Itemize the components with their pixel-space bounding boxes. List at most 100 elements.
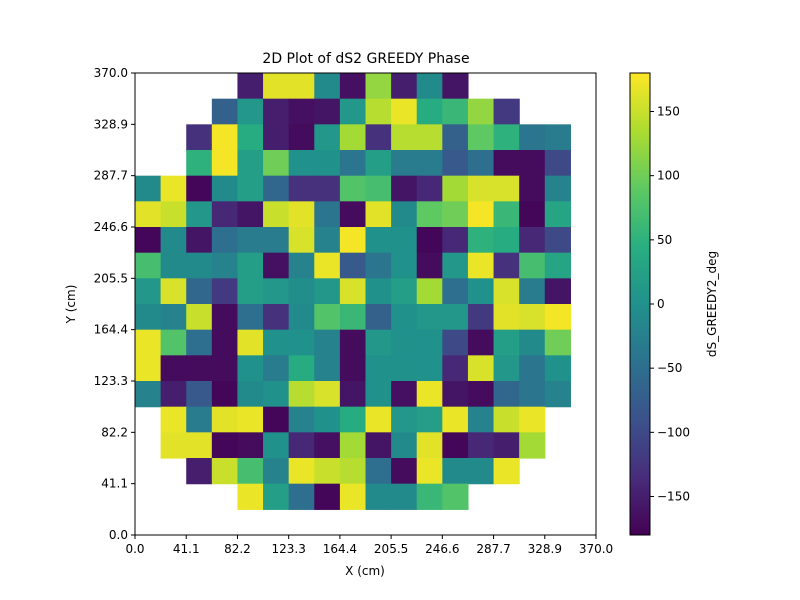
heatmap-cell bbox=[493, 329, 520, 356]
heatmap-cell bbox=[467, 355, 495, 382]
heatmap-cell bbox=[237, 278, 264, 305]
heatmap-cell bbox=[442, 329, 469, 356]
heatmap-cell bbox=[211, 278, 239, 305]
heatmap-cell bbox=[211, 175, 239, 202]
heatmap-cell bbox=[365, 150, 392, 177]
heatmap-cell bbox=[263, 458, 290, 485]
heatmap-cell bbox=[339, 175, 367, 202]
heatmap-cell bbox=[339, 483, 367, 510]
x-tick-label: 246.6 bbox=[425, 542, 459, 556]
heatmap-cell bbox=[544, 124, 571, 151]
colorbar bbox=[629, 72, 651, 536]
heatmap-cell bbox=[442, 73, 469, 100]
heatmap-cell bbox=[314, 73, 341, 100]
x-tick-label: 328.9 bbox=[528, 542, 562, 556]
heatmap-cell bbox=[314, 150, 341, 177]
heatmap-cell bbox=[442, 304, 469, 331]
heatmap-cell bbox=[391, 98, 418, 125]
heatmap-cell bbox=[391, 201, 418, 228]
heatmap-cell bbox=[314, 124, 341, 151]
heatmap-cell bbox=[339, 355, 367, 382]
colorbar-tick-label: 100 bbox=[657, 169, 680, 183]
y-axis-ticks: 0.0 41.1 82.2 123.3 164.4 205.5 246.6 287.7 328.… bbox=[94, 66, 135, 542]
heatmap-cell bbox=[288, 381, 315, 408]
heatmap-cell bbox=[263, 355, 290, 382]
heatmap-cell bbox=[237, 227, 264, 254]
heatmap-cell bbox=[211, 432, 239, 459]
heatmap-cell bbox=[160, 329, 187, 356]
heatmap-cell bbox=[493, 124, 520, 151]
heatmap-cell bbox=[391, 304, 418, 331]
heatmap-cell bbox=[135, 252, 162, 279]
heatmap-cell bbox=[186, 252, 213, 279]
heatmap-cell bbox=[391, 381, 418, 408]
heatmap-cell bbox=[160, 432, 187, 459]
heatmap-cell bbox=[314, 381, 341, 408]
heatmap-cell bbox=[467, 98, 495, 125]
heatmap-cell bbox=[467, 381, 495, 408]
heatmap-cell bbox=[416, 124, 443, 151]
heatmap-cell bbox=[467, 227, 495, 254]
heatmap-cell bbox=[211, 458, 239, 485]
y-tick-label: 205.5 bbox=[94, 271, 128, 285]
heatmap-cell bbox=[544, 227, 571, 254]
heatmap-cell bbox=[391, 483, 418, 510]
heatmap-cell bbox=[391, 252, 418, 279]
heatmap-cell bbox=[186, 381, 213, 408]
heatmap-cell bbox=[519, 252, 546, 279]
heatmap-cell bbox=[442, 381, 469, 408]
heatmap-cell bbox=[314, 458, 341, 485]
heatmap-cell bbox=[467, 329, 495, 356]
heatmap-cell bbox=[288, 278, 315, 305]
heatmap-cell bbox=[211, 124, 239, 151]
heatmap-cell bbox=[186, 124, 213, 151]
heatmap-cell bbox=[339, 227, 367, 254]
heatmap-cell bbox=[493, 201, 520, 228]
heatmap-cell bbox=[211, 201, 239, 228]
heatmap-cell bbox=[467, 432, 495, 459]
heatmap-cell bbox=[519, 227, 546, 254]
x-tick-label: 287.7 bbox=[476, 542, 510, 556]
heatmap-cell bbox=[314, 304, 341, 331]
x-tick-label: 82.2 bbox=[224, 542, 251, 556]
heatmap-cell bbox=[314, 252, 341, 279]
heatmap-cell bbox=[416, 329, 443, 356]
heatmap-cell bbox=[467, 201, 495, 228]
heatmap-cell bbox=[186, 227, 213, 254]
heatmap-cell bbox=[211, 381, 239, 408]
heatmap-cell bbox=[493, 432, 520, 459]
heatmap-cell bbox=[237, 175, 264, 202]
heatmap-cell bbox=[416, 406, 443, 433]
colorbar-tick-label: 50 bbox=[657, 233, 672, 247]
heatmap-cell bbox=[288, 150, 315, 177]
heatmap-cell bbox=[416, 98, 443, 125]
heatmap-cell bbox=[544, 175, 571, 202]
heatmap-cell bbox=[288, 432, 315, 459]
heatmap-cell bbox=[416, 73, 443, 100]
heatmap-cell bbox=[365, 73, 392, 100]
heatmap-cell bbox=[519, 150, 546, 177]
heatmap-cell bbox=[442, 483, 469, 510]
colorbar-tick-label: −150 bbox=[657, 490, 690, 504]
heatmap-cell bbox=[314, 355, 341, 382]
heatmap-cell bbox=[442, 355, 469, 382]
heatmap-cell bbox=[339, 73, 367, 100]
heatmap-cell bbox=[314, 406, 341, 433]
heatmap-cell bbox=[416, 304, 443, 331]
plot-frame bbox=[134, 72, 597, 536]
heatmap-cell bbox=[237, 98, 264, 125]
heatmap-cell bbox=[160, 304, 187, 331]
heatmap-cell bbox=[263, 304, 290, 331]
heatmap-cell bbox=[288, 304, 315, 331]
heatmap-cell bbox=[442, 124, 469, 151]
y-tick-label: 0.0 bbox=[109, 528, 128, 542]
heatmap-cell bbox=[135, 329, 162, 356]
heatmap-cell bbox=[365, 329, 392, 356]
heatmap-cell bbox=[442, 432, 469, 459]
heatmap-cell bbox=[391, 227, 418, 254]
heatmap-cell bbox=[391, 406, 418, 433]
heatmap-cell bbox=[211, 252, 239, 279]
heatmap-cell bbox=[493, 381, 520, 408]
x-tick-label: 123.3 bbox=[271, 542, 305, 556]
